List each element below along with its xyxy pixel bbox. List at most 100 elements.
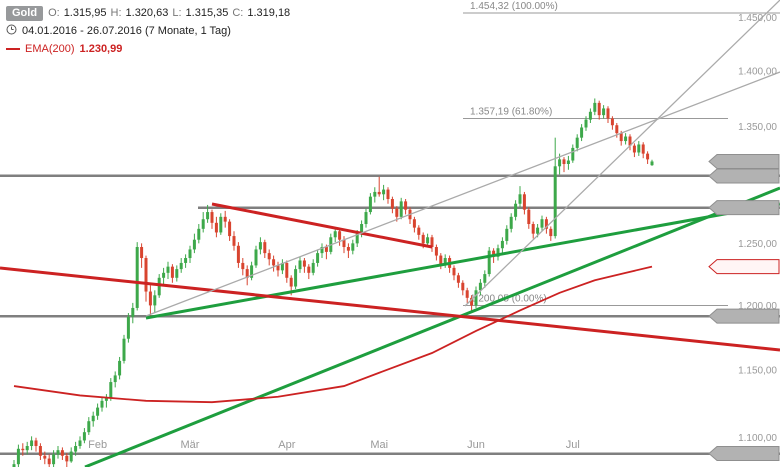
- candle: [223, 210, 227, 228]
- fib-label: 1.357,19 (61.80%): [470, 106, 552, 117]
- candle: [276, 261, 280, 277]
- month-label: Jul: [566, 439, 580, 451]
- candle: [412, 216, 416, 233]
- fib-label: 1.454,32 (100.00%): [470, 1, 558, 12]
- candle: [16, 444, 20, 467]
- candle: [351, 239, 355, 255]
- candle: [267, 249, 271, 266]
- candle: [219, 213, 223, 235]
- candle: [632, 143, 636, 158]
- month-label: Mär: [181, 439, 200, 451]
- instrument-name[interactable]: Gold: [6, 5, 44, 21]
- candle: [113, 371, 117, 388]
- month-label: Mai: [370, 439, 388, 451]
- candle: [170, 264, 174, 283]
- price-axis-label: 1.400,00: [738, 67, 777, 78]
- candle: [162, 267, 166, 285]
- candle: [580, 124, 584, 142]
- trendline-gray-steep[interactable]: [464, 0, 780, 307]
- candle: [175, 265, 179, 282]
- month-label: Feb: [88, 439, 107, 451]
- candle: [192, 233, 196, 254]
- candle: [333, 227, 337, 243]
- candle: [465, 287, 469, 303]
- date-range: 04.01.2016 - 26.07.2016 (7 Monate, 1 Tag…: [22, 25, 231, 37]
- candle: [602, 105, 606, 119]
- trendline-green-secondary-support[interactable]: [145, 202, 780, 320]
- candle: [562, 157, 566, 173]
- tag-support-1191: [708, 308, 780, 324]
- clock-icon: [6, 24, 17, 38]
- candle: [390, 196, 394, 214]
- candle: [228, 219, 232, 241]
- candle: [483, 270, 487, 288]
- candle: [509, 213, 513, 233]
- candle: [131, 302, 135, 324]
- trendline-red-major-resistance[interactable]: [0, 266, 780, 352]
- candle: [575, 134, 579, 152]
- candle: [637, 141, 641, 156]
- candle: [60, 447, 64, 460]
- candle: [377, 176, 381, 197]
- candle: [500, 237, 504, 254]
- candle: [364, 208, 368, 228]
- candle: [417, 225, 421, 240]
- candle: [478, 279, 482, 296]
- candle: [522, 191, 526, 215]
- candle: [470, 295, 474, 311]
- candle: [122, 334, 126, 364]
- close-value: 1.319,18: [247, 7, 291, 19]
- candle: [43, 451, 47, 465]
- candle: [140, 243, 144, 268]
- open-label: O:: [48, 7, 60, 19]
- month-label: Jun: [467, 439, 485, 451]
- candle: [65, 452, 69, 467]
- high-label: H:: [110, 7, 122, 19]
- low-value: 1.315,35: [185, 7, 229, 19]
- candle: [12, 459, 16, 467]
- ema-line[interactable]: [13, 265, 653, 404]
- candle: [210, 209, 214, 229]
- candle: [624, 133, 628, 145]
- candle: [461, 280, 465, 296]
- candle: [78, 436, 82, 449]
- candle: [214, 216, 218, 238]
- candle: [439, 253, 443, 270]
- candle: [430, 234, 434, 252]
- candle: [241, 258, 245, 276]
- candle: [245, 265, 249, 286]
- trendline-green-major-support[interactable]: [84, 186, 780, 467]
- candle: [553, 137, 557, 239]
- tag-ema-value: [708, 259, 780, 275]
- candle: [346, 243, 350, 259]
- trendline-red-short-resistance[interactable]: [211, 202, 433, 249]
- candle: [87, 417, 91, 435]
- candle: [179, 258, 183, 273]
- candle: [474, 286, 478, 308]
- candle: [56, 446, 60, 459]
- candle: [518, 186, 522, 208]
- candle: [496, 244, 500, 261]
- trendline-gray-long[interactable]: [145, 71, 780, 317]
- candle: [197, 224, 201, 244]
- candle: [540, 215, 544, 232]
- candle: [30, 436, 34, 451]
- candle: [250, 261, 254, 281]
- candle: [272, 255, 276, 272]
- candle: [21, 443, 25, 456]
- candle: [456, 272, 460, 288]
- candle: [104, 394, 108, 408]
- tag-support-1088: [708, 446, 780, 462]
- candle: [338, 228, 342, 246]
- candle: [25, 441, 29, 455]
- candle: [148, 285, 152, 316]
- ema-legend[interactable]: EMA(200) 1.230,99: [6, 41, 290, 57]
- ema-value: 1.230,99: [79, 43, 123, 55]
- candle: [628, 134, 632, 151]
- price-axis-label: 1.250,00: [738, 239, 777, 250]
- candle: [258, 237, 262, 255]
- price-axis-label: 1.350,00: [738, 122, 777, 133]
- candle: [254, 245, 258, 268]
- candle: [452, 265, 456, 281]
